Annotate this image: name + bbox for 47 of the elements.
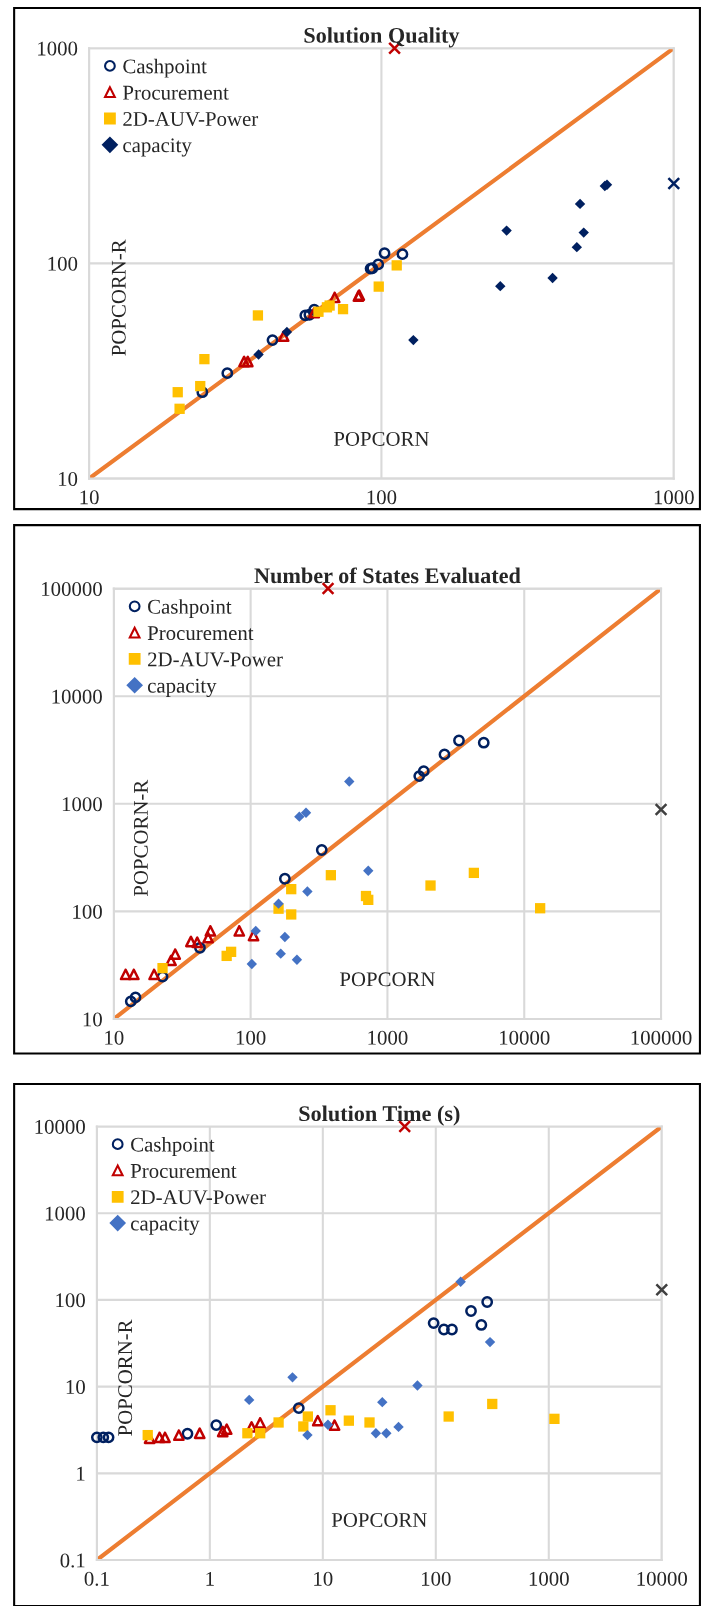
x-tick-label: 1000	[368, 1030, 408, 1045]
x-axis-title: POPCORN	[339, 972, 436, 987]
x-tick-label: 10	[314, 1571, 333, 1586]
legend-label: Cashpoint	[148, 599, 232, 619]
y-tick-label: 0.1	[60, 1553, 85, 1568]
legend-label: 2D-AUV-Power	[148, 652, 283, 667]
x-tick-label: 10	[105, 1030, 124, 1045]
x-tick-label: 100	[422, 1571, 451, 1586]
y-tick-label: 10	[58, 471, 78, 487]
legend-label: Procurement	[123, 85, 229, 100]
legend-label: capacity	[130, 1216, 200, 1235]
legend-label: capacity	[147, 678, 217, 698]
y-tick-label: 1000	[62, 797, 102, 812]
x-tick-label: 100	[236, 1030, 266, 1045]
legend-label: Procurement	[130, 1164, 237, 1178]
x-tick-label: 100000	[631, 1030, 692, 1045]
y-tick-label: 1000	[38, 41, 78, 56]
y-tick-label: 10000	[52, 689, 102, 704]
y-tick-label: 10	[83, 1012, 102, 1027]
y-axis-title: POPCORN-R	[133, 779, 148, 897]
chart-title: Solution Time (s)	[299, 1105, 460, 1126]
y-tick-label: 10	[66, 1379, 85, 1395]
y-tick-label: 100	[56, 1293, 85, 1308]
y-axis-title: POPCORN-R	[118, 1319, 133, 1436]
y-tick-label: 100	[73, 904, 102, 919]
y-tick-label: 10000	[35, 1119, 85, 1134]
legend-label: Cashpoint	[131, 1136, 215, 1156]
legend-label: Procurement	[147, 626, 254, 641]
y-tick-label: 1	[77, 1466, 85, 1481]
x-tick-label: 1000	[654, 490, 694, 505]
legend-label: Cashpoint	[123, 58, 207, 78]
y-tick-label: 1000	[45, 1206, 85, 1221]
x-tick-label: 100	[367, 490, 397, 505]
x-tick-label: 1	[206, 1571, 214, 1586]
legend-label: capacity	[123, 138, 192, 157]
x-tick-label: 1000	[529, 1571, 569, 1586]
legend-label: 2D-AUV-Power	[123, 112, 259, 127]
y-tick-label: 100000	[42, 581, 102, 597]
chart-title: Number of States Evaluated	[254, 567, 521, 584]
chart-title: Solution Quality	[304, 27, 460, 48]
y-axis-title: POPCORN-R	[111, 239, 126, 356]
x-tick-label: 10000	[500, 1030, 550, 1045]
x-axis-title: POPCORN	[331, 1513, 427, 1528]
legend-label: 2D-AUV-Power	[131, 1190, 266, 1205]
y-tick-label: 100	[48, 256, 78, 271]
x-tick-label: 10000	[637, 1571, 687, 1586]
x-axis-title: POPCORN	[333, 431, 429, 446]
